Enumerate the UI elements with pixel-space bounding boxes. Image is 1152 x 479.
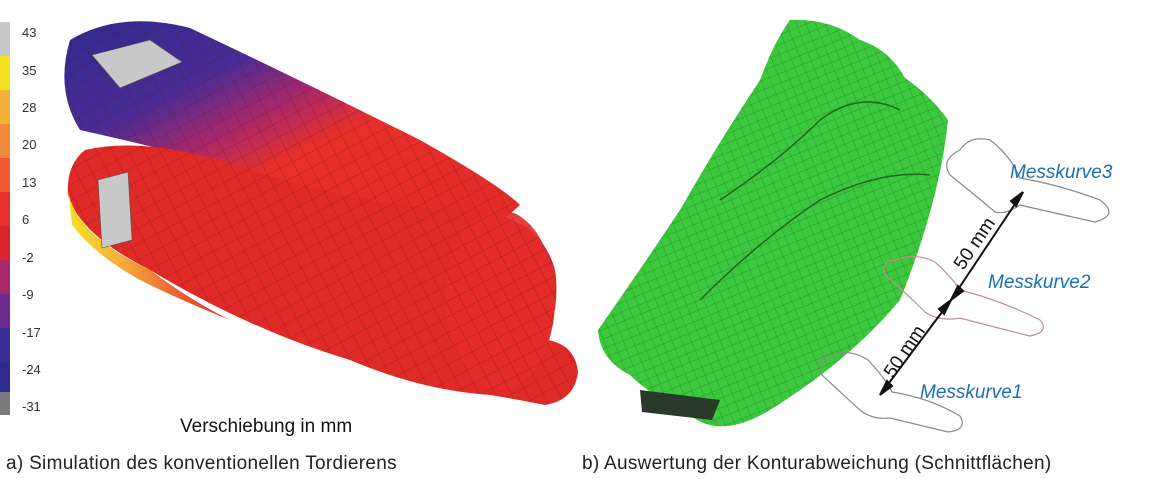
legend-swatch bbox=[0, 362, 10, 392]
dimension-arrows bbox=[879, 191, 1024, 396]
legend-label: -2 bbox=[22, 250, 34, 265]
legend-label: 20 bbox=[22, 137, 37, 152]
color-legend: 43 35 28 20 13 6 -2 -9 -17 -24 -31 bbox=[0, 22, 60, 415]
legend-swatch bbox=[0, 294, 10, 328]
legend-swatch bbox=[0, 22, 10, 56]
legend-label: -24 bbox=[22, 362, 41, 377]
legend-swatch bbox=[0, 226, 10, 260]
curve-label-3: Messkurve3 bbox=[1010, 162, 1113, 183]
legend-label: -31 bbox=[22, 399, 41, 414]
legend-swatch bbox=[0, 328, 10, 362]
legend-swatch bbox=[0, 90, 10, 124]
caption-b: b) Auswertung der Konturabweichung (Schn… bbox=[582, 453, 1052, 474]
legend-swatch bbox=[0, 56, 10, 90]
measurement-curve-2 bbox=[883, 255, 1044, 337]
legend-swatch bbox=[0, 260, 10, 294]
curve-label-2: Messkurve2 bbox=[988, 272, 1091, 293]
measurement-curve-1 bbox=[819, 351, 963, 433]
legend-label: 35 bbox=[22, 63, 37, 78]
legend-label: 13 bbox=[22, 175, 37, 190]
legend-label: 6 bbox=[22, 212, 30, 227]
legend-label: 43 bbox=[22, 25, 37, 40]
measurement-curves bbox=[819, 138, 1110, 433]
displacement-label: Verschiebung in mm bbox=[180, 416, 353, 437]
legend-swatch bbox=[0, 158, 10, 192]
torsion-simulation-mesh bbox=[64, 21, 579, 405]
legend-swatch bbox=[0, 392, 10, 415]
legend-swatch bbox=[0, 124, 10, 158]
curve-label-1: Messkurve1 bbox=[920, 382, 1023, 403]
legend-swatch bbox=[0, 192, 10, 226]
measurement-curve-3 bbox=[946, 138, 1110, 223]
legend-label: -9 bbox=[22, 287, 34, 302]
twisted-profile-mesh bbox=[598, 19, 948, 427]
legend-label: -17 bbox=[22, 325, 41, 340]
legend-label: 28 bbox=[22, 100, 37, 115]
caption-a: a) Simulation des konventionellen Tordie… bbox=[6, 453, 397, 474]
